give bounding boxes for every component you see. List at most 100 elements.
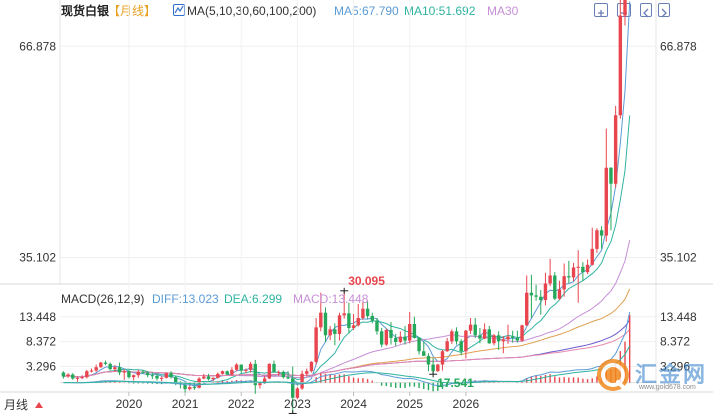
candle-body [431, 364, 435, 372]
macd-y-tick-right: 13.448 [660, 310, 697, 324]
candle-body [515, 337, 520, 341]
x-tick-label: 2025 [396, 397, 423, 411]
candle-body [164, 373, 169, 378]
candle-body [623, 0, 627, 16]
macd-y-tick-left: 3.296 [26, 359, 56, 373]
period-selector[interactable]: 【月线】 [108, 4, 157, 18]
instrument-title: 现货白银 [61, 4, 110, 18]
candle-body [262, 378, 267, 384]
annotation-label: 17.541 [437, 376, 474, 390]
candle-body [305, 371, 309, 374]
macd-y-tick-left: 13.448 [19, 310, 56, 324]
candle-body [417, 337, 421, 352]
candle-body [482, 329, 487, 339]
ma200-line [63, 329, 631, 378]
candle-body [595, 230, 599, 249]
candle-body [281, 371, 286, 378]
x-tick-label: 2024 [340, 397, 367, 411]
candle-body [103, 362, 108, 364]
candle-body [557, 289, 562, 299]
macd-y-tick-right: 8.372 [660, 335, 690, 349]
candle-body [272, 363, 276, 372]
candle-body [169, 373, 173, 378]
candle-body [248, 363, 253, 370]
candle-body [613, 115, 618, 184]
candle-body [244, 369, 248, 371]
candle-body [459, 341, 463, 352]
ma5-value: MA5:67.790 [334, 4, 399, 18]
gold-coin-icon [597, 359, 629, 391]
candle-body [426, 355, 431, 365]
candle-body [155, 375, 159, 379]
candle-body [347, 313, 351, 328]
candle-body [188, 387, 192, 390]
candle-body [440, 351, 445, 365]
y-tick-label-right: 66.878 [660, 39, 697, 53]
ma-settings-label[interactable]: MA(5,10,30,60,100,200) [187, 4, 317, 18]
candle-body [159, 377, 164, 379]
macd-y-tick-left: 8.372 [26, 335, 56, 349]
dropdown-arrow-icon [35, 402, 43, 408]
candle-body [454, 331, 459, 342]
x-tick-label: 2020 [116, 397, 143, 411]
scroll-left-icon[interactable] [640, 3, 652, 18]
candle-body [473, 324, 477, 336]
macd-y-tick-right: 3.296 [660, 359, 690, 373]
candle-body [361, 308, 365, 319]
candle-body [393, 337, 398, 342]
candle-body [379, 331, 384, 345]
candle-body [450, 331, 454, 342]
candle-body [66, 374, 70, 377]
x-tick-label: 2022 [228, 397, 255, 411]
macd-legend-item: DIFF:13.023 [152, 292, 219, 306]
candle-body [351, 325, 356, 328]
candle-body [211, 377, 215, 380]
watermark-url: www.gold678.com [639, 384, 696, 391]
candle-body [576, 266, 580, 268]
candle-body [85, 371, 89, 378]
ma30-value: MA30 [487, 4, 519, 18]
macd-legend-item: DEA:6.299 [224, 292, 282, 306]
candle-body [253, 363, 257, 386]
candle-body [113, 367, 117, 370]
candle-body [412, 323, 417, 338]
candle-body [543, 283, 548, 301]
y-tick-label-right: 35.102 [660, 251, 697, 265]
candle-body [192, 387, 197, 389]
zoom-in-icon[interactable] [594, 3, 608, 17]
candle-body [445, 341, 449, 352]
candle-body [553, 275, 557, 299]
candle-body [506, 336, 510, 340]
watermark-logo: 汇金网 www.gold678.com [593, 355, 711, 395]
scroll-right-icon[interactable] [658, 3, 670, 18]
ma30-line [63, 239, 631, 379]
candle-body [225, 371, 229, 375]
candle-body [398, 336, 403, 342]
candle-body [618, 15, 623, 116]
x-tick-label: 2023 [284, 397, 311, 411]
candle-body [300, 373, 304, 389]
ma10-line [63, 115, 631, 383]
annotation-label: 30.095 [348, 274, 385, 288]
candle-body [571, 267, 576, 278]
candle-body [562, 276, 566, 290]
candle-body [314, 327, 318, 362]
candle-body [609, 167, 613, 184]
x-tick-label: 2021 [172, 397, 199, 411]
y-tick-label-left: 66.878 [19, 39, 56, 53]
footer-period-label: 月线 [4, 398, 29, 412]
macd-legend-item: MACD(26,12,9) [61, 292, 144, 306]
candle-body [590, 248, 594, 265]
candle-body [492, 335, 496, 344]
candle-body [239, 364, 243, 371]
candle-body [276, 371, 281, 373]
candle-body [216, 373, 220, 378]
candle-body [99, 362, 103, 368]
candle-body [183, 384, 187, 390]
candle-body [539, 296, 543, 301]
candle-body [309, 361, 314, 372]
candle-body [220, 371, 225, 374]
ma-settings-icon[interactable] [173, 4, 185, 16]
diff-line [63, 311, 631, 387]
